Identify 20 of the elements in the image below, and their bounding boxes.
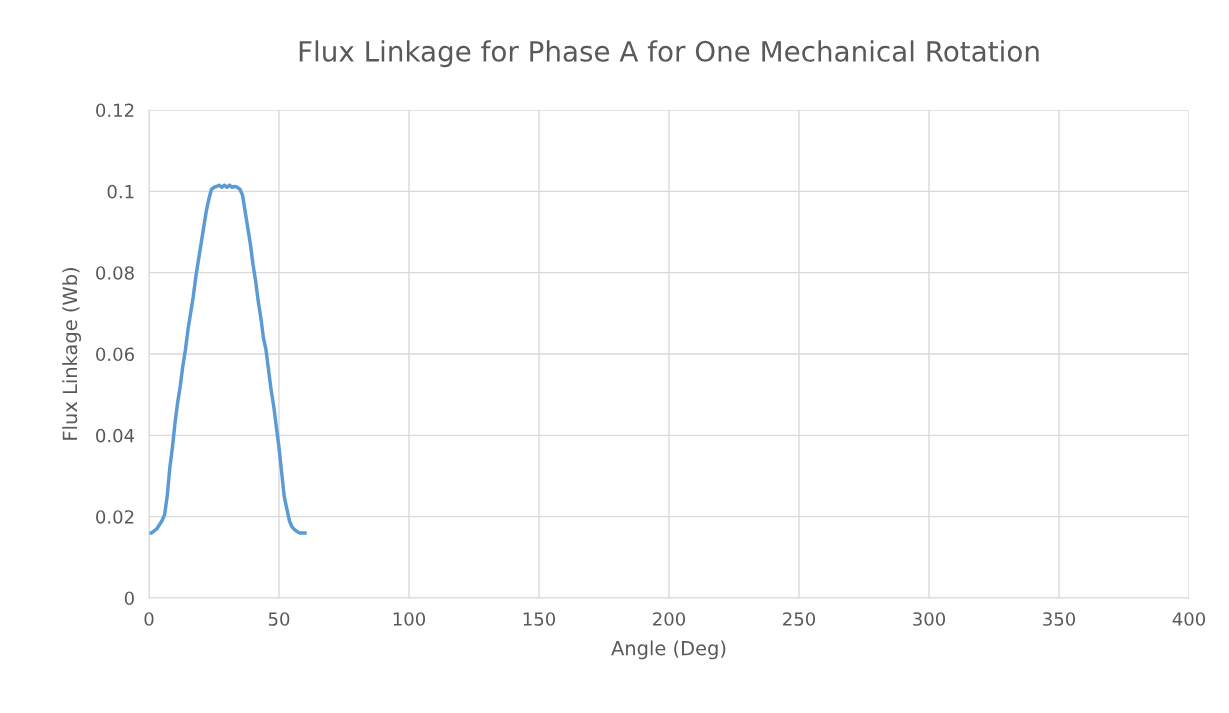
x-axis-title: Angle (Deg) (611, 640, 726, 660)
y-tick-label: 0 (124, 591, 134, 606)
x-tick-label: 350 (1043, 612, 1076, 626)
x-tick-label: 250 (783, 612, 816, 626)
chart-title: Flux Linkage for Phase A for One Mechanical Rotation (299, 40, 1039, 68)
y-tick-label: 0.04 (96, 428, 135, 443)
x-tick-label: 300 (913, 612, 946, 626)
y-tick-label: 0.02 (96, 510, 134, 524)
x-tick-label: 150 (523, 612, 556, 626)
x-tick-label: 200 (653, 612, 686, 626)
y-tick-label: 0.08 (96, 266, 134, 280)
y-axis-title: Flux Linkage (Wb) (62, 268, 82, 440)
y-tick-label: 0.06 (96, 347, 134, 362)
x-tick-label: 50 (268, 612, 290, 626)
x-tick-label: 400 (1172, 612, 1206, 626)
y-tick-label: 0.1 (107, 184, 134, 199)
y-tick-label: 0.12 (96, 103, 134, 118)
line-series (149, 183, 307, 535)
x-tick-label: 100 (393, 612, 426, 626)
x-tick-label: 0 (144, 612, 154, 626)
